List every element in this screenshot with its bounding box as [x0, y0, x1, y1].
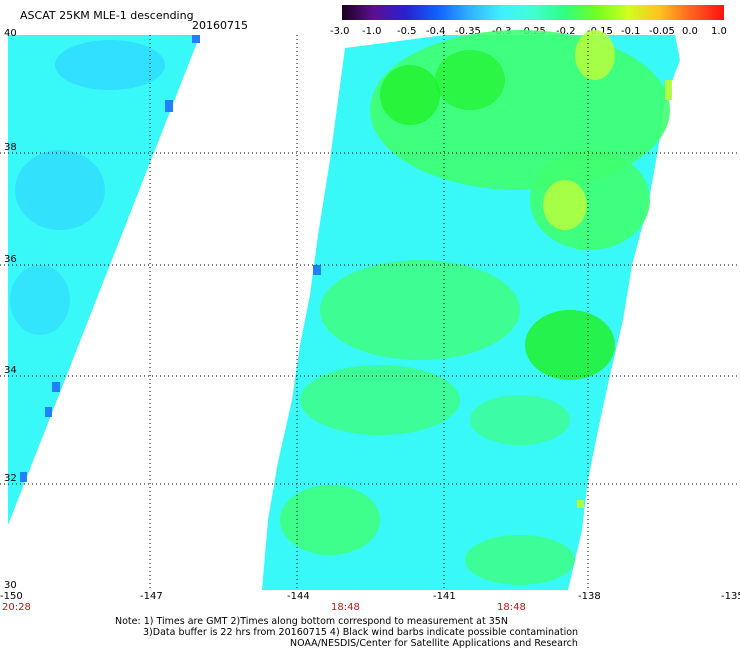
colorbar-label: -1.0	[362, 26, 382, 37]
lon-label: -144	[287, 591, 310, 602]
data-patch	[313, 265, 321, 275]
time-label: 18:48	[331, 602, 360, 613]
lon-label: -138	[578, 591, 601, 602]
lon-label: -141	[433, 591, 456, 602]
lon-label: -135	[721, 591, 740, 602]
lat-label-32: 32	[4, 473, 17, 484]
colorbar-label: -0.1	[621, 26, 641, 37]
note-line-1: Note: 1) Times are GMT 2)Times along bot…	[115, 616, 508, 627]
swath-data	[8, 30, 680, 590]
lat-label-34: 34	[4, 365, 17, 376]
data-patch	[575, 30, 615, 80]
lat-label-36: 36	[4, 254, 17, 265]
data-patch	[52, 382, 60, 392]
colorbar-label: 1.0	[711, 26, 727, 37]
map-title: ASCAT 25KM MLE-1 descending	[20, 9, 194, 22]
data-patch	[280, 485, 380, 555]
lon-label: -147	[140, 591, 163, 602]
data-patch	[300, 365, 460, 435]
map-date: 20160715	[192, 19, 248, 32]
colorbar-label: -0.5	[397, 26, 417, 37]
data-patch	[55, 40, 165, 90]
data-patch	[165, 100, 173, 112]
data-patch	[577, 500, 584, 508]
data-patch	[192, 35, 200, 43]
data-patch	[470, 395, 570, 445]
time-label: 20:28	[2, 602, 31, 613]
colorbar-label: 0.0	[682, 26, 698, 37]
data-patch	[320, 260, 520, 360]
colorbar-label: -0.2	[556, 26, 576, 37]
lon-label: -150	[0, 591, 23, 602]
data-patch	[15, 150, 105, 230]
lat-lon-grid	[0, 35, 740, 590]
data-patch	[435, 50, 505, 110]
lat-label-40: 40	[4, 28, 17, 39]
time-label: 18:48	[497, 602, 526, 613]
note-line-3: NOAA/NESDIS/Center for Satellite Applica…	[290, 638, 578, 649]
data-patch	[400, 495, 480, 545]
colorbar-label: -0.35	[455, 26, 481, 37]
data-patch	[665, 80, 672, 100]
data-patch	[465, 535, 575, 585]
lat-label-38: 38	[4, 142, 17, 153]
data-patch	[20, 472, 27, 482]
colorbar-label: -0.05	[649, 26, 675, 37]
lat-label-30: 30	[4, 580, 17, 591]
colorbar-label: -0.4	[426, 26, 446, 37]
data-patch	[380, 65, 440, 125]
colorbar-label: -3.0	[330, 26, 350, 37]
data-patch	[525, 310, 615, 380]
data-patch	[10, 265, 70, 335]
data-patch	[543, 180, 587, 230]
colorbar	[342, 5, 724, 21]
note-line-2: 3)Data buffer is 22 hrs from 20160715 4)…	[143, 627, 579, 638]
colorbar-gradient	[342, 5, 724, 20]
data-patch	[45, 407, 52, 417]
